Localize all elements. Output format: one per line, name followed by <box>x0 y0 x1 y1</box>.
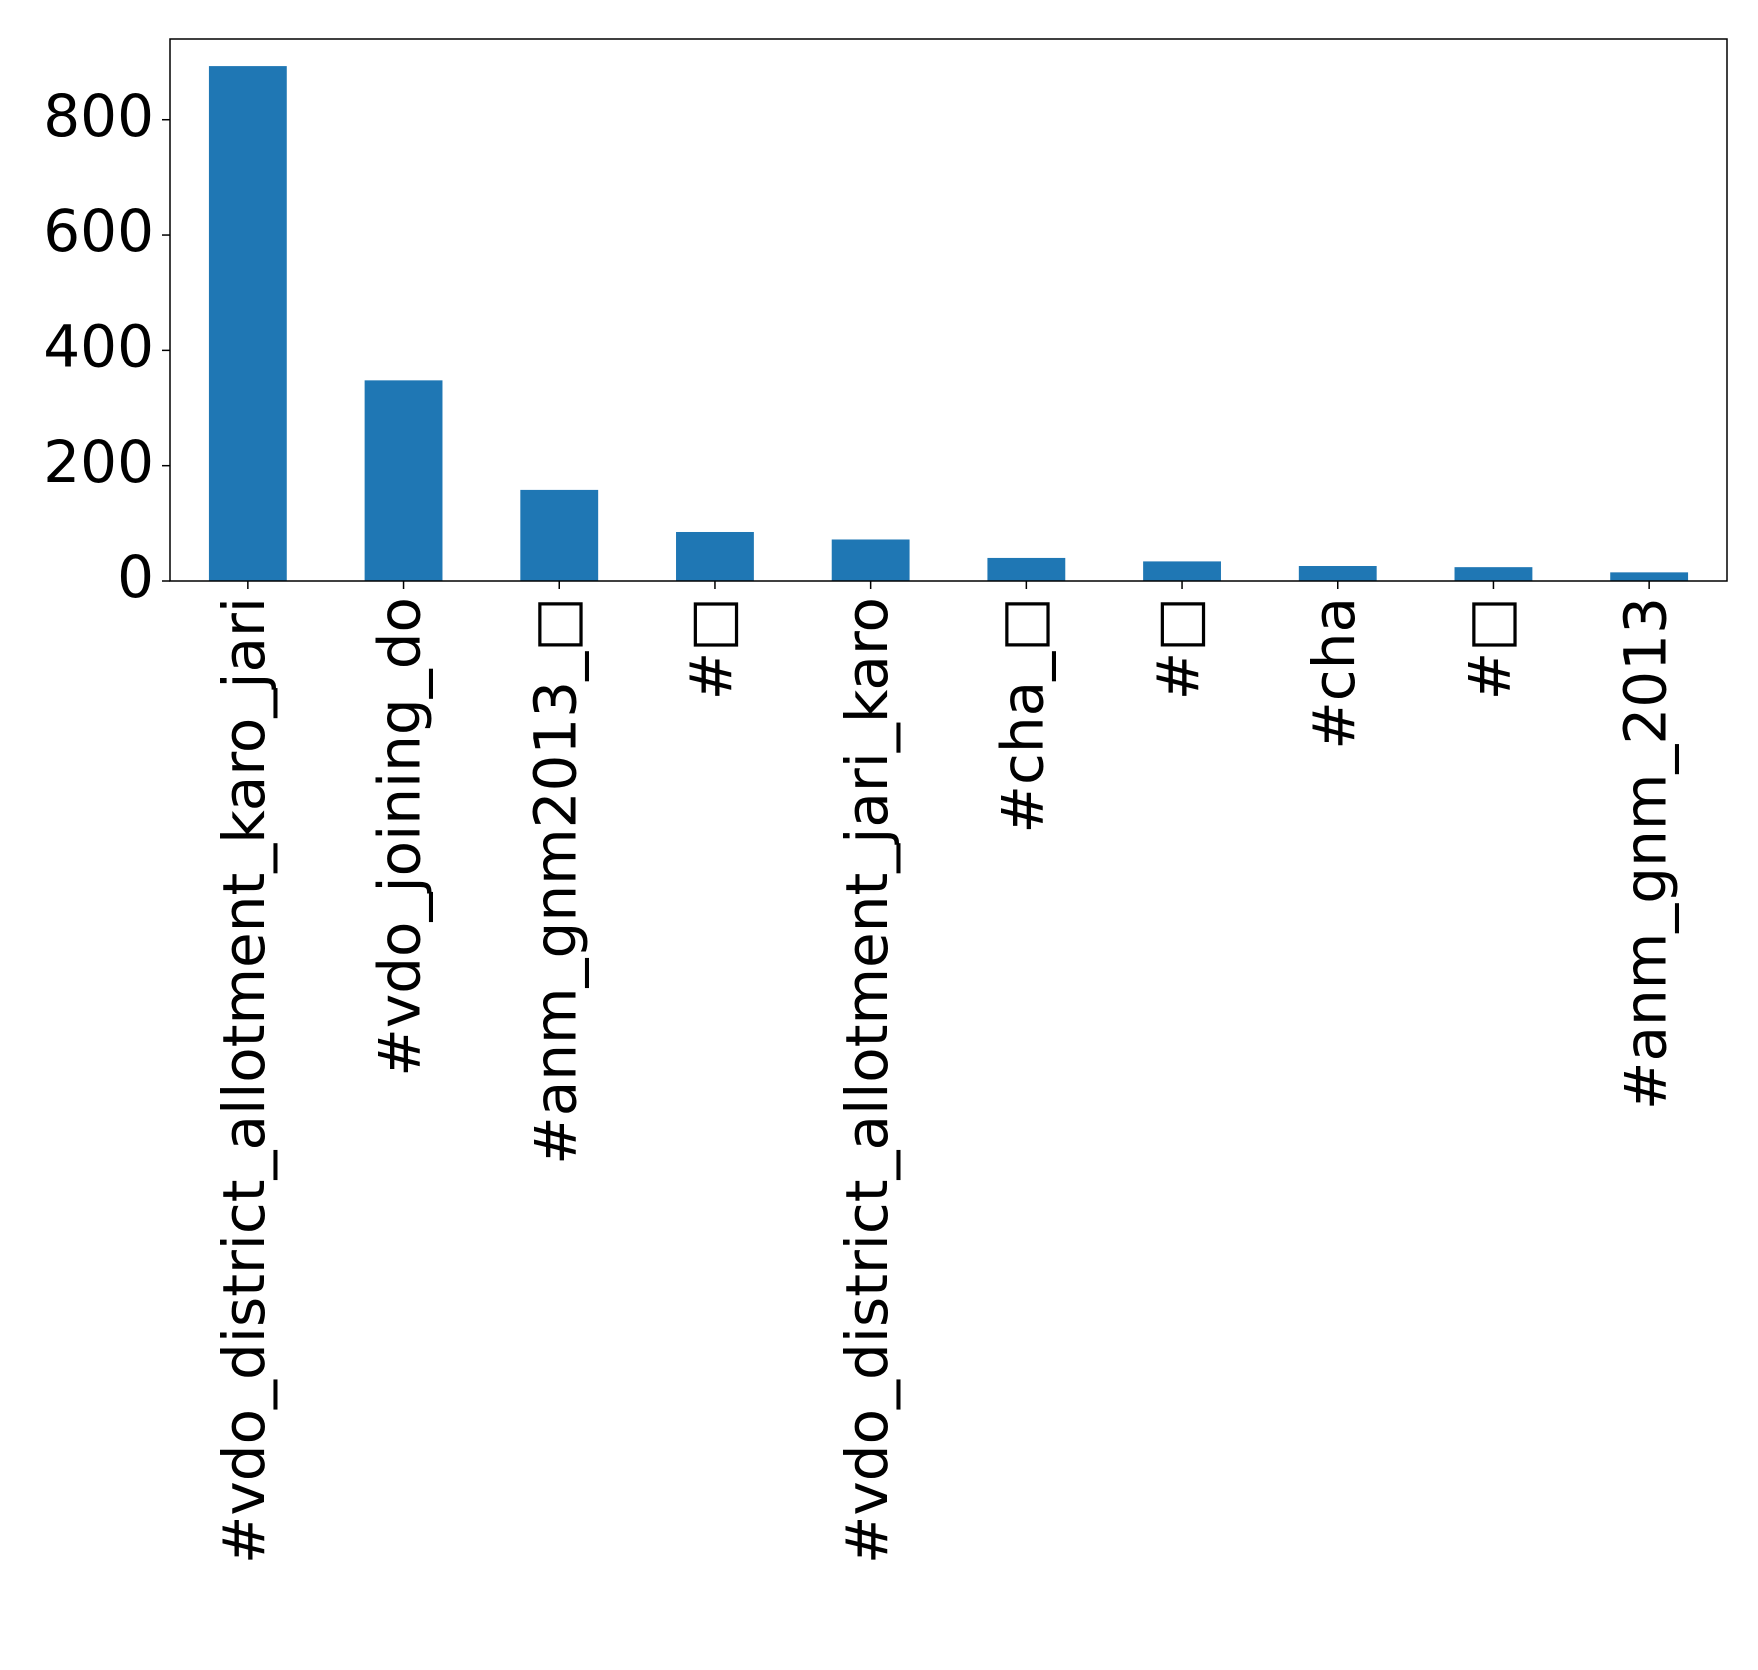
bar-8 <box>1298 566 1377 581</box>
x-tick-label-5: #vdo_district_allotment_jari_karo <box>833 597 901 1564</box>
x-tick-label-6: #cha_□ <box>988 597 1056 834</box>
bar-2 <box>364 380 443 581</box>
y-tick-label-400: 400 <box>43 312 154 380</box>
bar-5 <box>831 539 910 581</box>
bar-4 <box>676 531 754 581</box>
y-axis: 0 200 400 600 800 <box>43 82 170 611</box>
x-tick-label-2: #vdo_joining_do <box>366 597 434 1077</box>
x-tick-label-10: #anm_gnm_2013 <box>1611 597 1679 1110</box>
y-tick-label-0: 0 <box>117 543 154 611</box>
x-tick-label-8: #cha <box>1300 597 1368 750</box>
bar-3 <box>520 489 599 581</box>
x-tick-label-9: #□ <box>1456 597 1524 700</box>
bar-9 <box>1454 567 1533 581</box>
y-tick-label-200: 200 <box>43 428 154 496</box>
bar-10 <box>1610 572 1689 581</box>
x-axis: #vdo_district_allotment_karo_jari #vdo_jo… <box>210 581 1679 1564</box>
x-tick-label-4: #□ <box>677 597 745 700</box>
x-tick-label-3: #anm_gnm2013_□ <box>521 597 589 1165</box>
y-tick-label-600: 600 <box>43 197 154 265</box>
x-tick-label-7: #□ <box>1144 597 1212 700</box>
x-tick-label-1: #vdo_district_allotment_karo_jari <box>210 597 278 1564</box>
bar-7 <box>1143 561 1221 581</box>
bars-group <box>208 66 1689 582</box>
y-tick-label-800: 800 <box>43 82 154 150</box>
plot-frame <box>169 38 1728 582</box>
bar-6 <box>987 557 1066 581</box>
bar-1 <box>208 66 287 582</box>
